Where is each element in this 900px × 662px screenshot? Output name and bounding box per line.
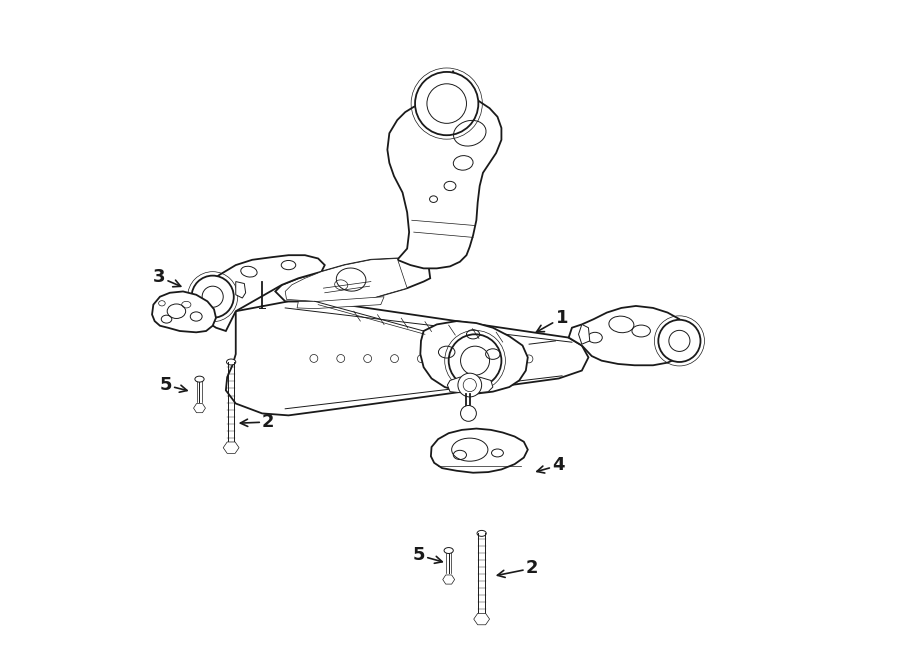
Circle shape (658, 320, 700, 362)
Circle shape (461, 406, 476, 421)
Polygon shape (285, 258, 407, 305)
Ellipse shape (444, 547, 454, 553)
Polygon shape (194, 404, 205, 412)
Circle shape (415, 72, 478, 135)
Polygon shape (431, 428, 527, 473)
Text: 2: 2 (498, 559, 538, 577)
Polygon shape (152, 291, 216, 332)
Polygon shape (387, 71, 501, 268)
Circle shape (458, 373, 482, 397)
Polygon shape (297, 297, 384, 308)
Polygon shape (275, 258, 430, 305)
Polygon shape (569, 306, 688, 365)
Polygon shape (579, 324, 590, 344)
Text: 1: 1 (536, 308, 568, 332)
Polygon shape (420, 321, 527, 394)
Polygon shape (226, 301, 589, 415)
Text: 5: 5 (159, 376, 187, 394)
Text: 2: 2 (240, 413, 274, 431)
Ellipse shape (195, 376, 204, 382)
Text: 4: 4 (537, 457, 564, 475)
Circle shape (192, 275, 234, 318)
Polygon shape (200, 255, 325, 331)
Ellipse shape (477, 530, 486, 536)
Polygon shape (236, 281, 246, 298)
Polygon shape (447, 377, 493, 394)
Text: 3: 3 (153, 268, 181, 287)
Polygon shape (443, 575, 454, 584)
Circle shape (449, 334, 501, 387)
Polygon shape (473, 614, 490, 625)
Text: 5: 5 (412, 546, 442, 564)
Polygon shape (223, 442, 239, 453)
Ellipse shape (227, 359, 236, 365)
